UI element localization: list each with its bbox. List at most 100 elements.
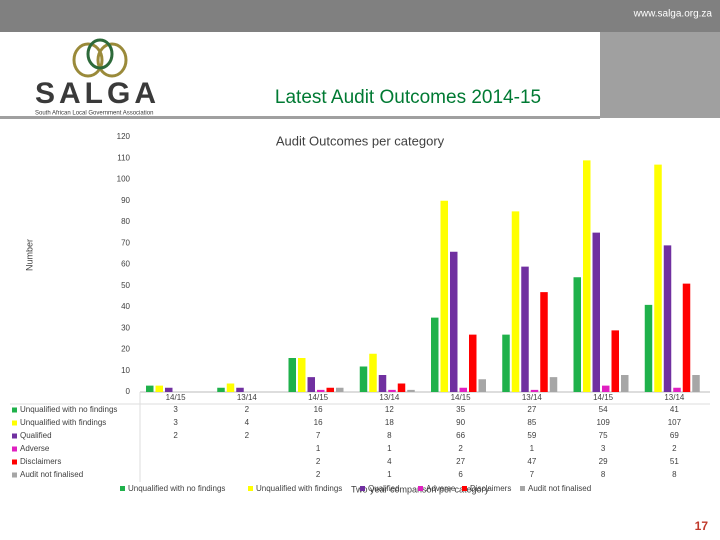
table-row-label: Audit not finalised	[20, 470, 83, 479]
y-tick-label: 20	[121, 345, 130, 354]
table-cell: 6	[458, 470, 463, 479]
x-tick-label: 13/14	[522, 393, 543, 402]
table-cell: 85	[527, 418, 536, 427]
bar	[540, 292, 548, 392]
legend-key	[520, 486, 525, 491]
x-tick-label: 14/15	[308, 393, 329, 402]
table-cell: 2	[672, 444, 677, 453]
table-cell: 8	[601, 470, 606, 479]
legend-key	[360, 486, 365, 491]
header-side	[600, 32, 720, 118]
table-legend-key	[12, 446, 17, 452]
table-cell: 59	[527, 431, 536, 440]
table-cell: 27	[456, 457, 465, 466]
x-tick-label: 14/15	[593, 393, 614, 402]
table-cell: 4	[387, 457, 392, 466]
table-cell: 47	[527, 457, 536, 466]
table-cell: 69	[670, 431, 679, 440]
x-tick-label: 14/15	[166, 393, 187, 402]
bar	[549, 377, 558, 392]
bar	[407, 389, 415, 392]
bar	[369, 353, 377, 392]
table-cell: 4	[245, 418, 250, 427]
table-cell: 90	[456, 418, 465, 427]
bar	[511, 211, 520, 392]
legend-label: Adverse	[426, 484, 456, 493]
table-cell: 1	[387, 470, 392, 479]
bar	[317, 389, 325, 392]
bar	[583, 160, 591, 392]
bar	[478, 379, 486, 392]
table-row-label: Unqualified with findings	[20, 418, 106, 427]
table-cell: 3	[173, 418, 178, 427]
bar	[440, 200, 448, 392]
bar	[592, 232, 600, 392]
table-cell: 109	[596, 418, 610, 427]
bar	[611, 330, 619, 392]
y-axis-label: Number	[24, 239, 34, 271]
bar	[165, 387, 173, 392]
table-cell: 18	[385, 418, 394, 427]
legend-label: Audit not finalised	[528, 484, 591, 493]
table-cell: 2	[245, 405, 250, 414]
y-tick-label: 40	[121, 302, 130, 311]
y-tick-label: 0	[126, 387, 131, 396]
bar	[397, 383, 406, 392]
bar	[602, 385, 610, 392]
y-tick-label: 80	[121, 217, 130, 226]
table-cell: 27	[527, 405, 536, 414]
bar	[521, 266, 529, 392]
table-cell: 35	[456, 405, 465, 414]
bar	[217, 387, 225, 392]
logo	[72, 38, 128, 78]
y-tick-label: 110	[117, 153, 130, 162]
table-row-label: Qualified	[20, 431, 52, 440]
table-cell: 7	[316, 431, 321, 440]
table-cell: 1	[530, 444, 535, 453]
table-cell: 41	[670, 405, 679, 414]
legend-key	[462, 486, 467, 491]
url: www.salga.org.za	[633, 9, 713, 20]
chart-title: Audit Outcomes per category	[276, 133, 445, 148]
bar	[359, 366, 368, 392]
bar	[530, 389, 539, 392]
legend-label: Unqualified with no findings	[128, 484, 225, 493]
table-cell: 2	[245, 431, 250, 440]
bar	[573, 277, 581, 392]
bar	[236, 387, 244, 392]
table-legend-key	[12, 472, 17, 478]
y-tick-label: 60	[121, 260, 130, 269]
table-legend-key	[12, 407, 17, 413]
table-legend-key	[12, 459, 17, 465]
table-cell: 29	[599, 457, 608, 466]
legend-label: Disclaimers	[470, 484, 511, 493]
bar	[155, 385, 163, 392]
y-tick-label: 70	[121, 238, 130, 247]
table-legend-key	[12, 420, 17, 426]
table-row-label: Disclaimers	[20, 457, 61, 466]
table-cell: 66	[456, 431, 465, 440]
bar	[307, 377, 315, 392]
y-tick-label: 90	[121, 196, 130, 205]
y-tick-label: 100	[117, 175, 131, 184]
table-cell: 3	[601, 444, 606, 453]
table-row-label: Unqualified with no findings	[20, 405, 117, 414]
table-cell: 1	[316, 444, 321, 453]
table-cell: 16	[314, 418, 323, 427]
bar	[336, 387, 344, 392]
x-tick-label: 14/15	[451, 393, 472, 402]
bar	[146, 385, 154, 392]
bar	[288, 358, 296, 392]
bar	[654, 164, 662, 392]
table-cell: 2	[173, 431, 178, 440]
logo-text: SALGA	[35, 77, 160, 110]
table-row-label: Adverse	[20, 444, 50, 453]
table-cell: 75	[599, 431, 608, 440]
table-cell: 2	[316, 470, 321, 479]
y-tick-label: 120	[117, 132, 131, 141]
x-tick-label: 13/14	[379, 393, 400, 402]
top-band	[0, 0, 720, 32]
bar	[459, 387, 467, 392]
page-number: 17	[695, 519, 709, 533]
